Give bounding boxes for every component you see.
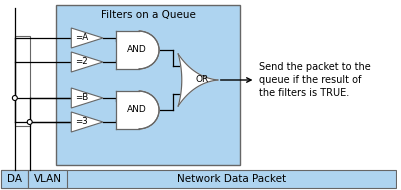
Text: Filters on a Queue: Filters on a Queue bbox=[101, 10, 195, 20]
Polygon shape bbox=[139, 91, 159, 129]
Text: Network Data Packet: Network Data Packet bbox=[177, 174, 286, 184]
Text: =2: =2 bbox=[75, 58, 88, 66]
Bar bbox=[116, 91, 143, 129]
Text: AND: AND bbox=[126, 105, 146, 115]
Polygon shape bbox=[71, 88, 103, 108]
Text: =B: =B bbox=[75, 93, 89, 102]
Bar bbox=[28, 170, 67, 188]
Polygon shape bbox=[139, 31, 159, 69]
Circle shape bbox=[12, 96, 17, 101]
Polygon shape bbox=[71, 112, 103, 132]
Text: OR: OR bbox=[195, 75, 209, 85]
Bar bbox=[1, 170, 396, 188]
Bar bbox=[57, 5, 239, 165]
Text: VLAN: VLAN bbox=[34, 174, 61, 184]
Text: Send the packet to the
queue if the result of
the filters is TRUE.: Send the packet to the queue if the resu… bbox=[259, 62, 371, 98]
Bar bbox=[15, 36, 30, 126]
Text: AND: AND bbox=[126, 45, 146, 55]
Text: =A: =A bbox=[75, 33, 88, 43]
Bar bbox=[116, 31, 143, 69]
Polygon shape bbox=[178, 54, 218, 106]
Bar bbox=[1, 170, 28, 188]
Text: DA: DA bbox=[7, 174, 22, 184]
Circle shape bbox=[27, 120, 32, 124]
Text: =3: =3 bbox=[75, 117, 88, 127]
Polygon shape bbox=[71, 52, 103, 72]
Polygon shape bbox=[71, 28, 103, 48]
